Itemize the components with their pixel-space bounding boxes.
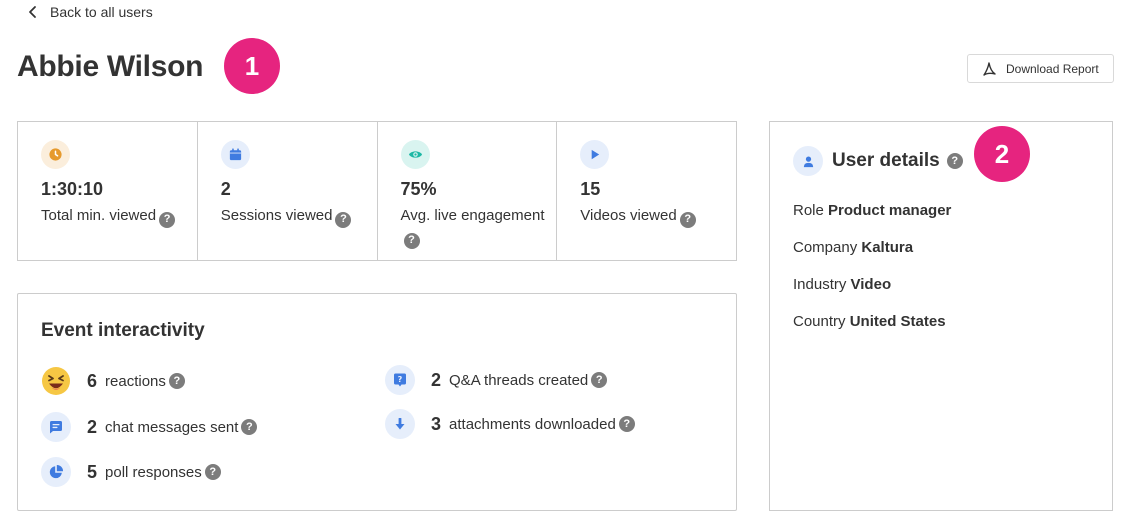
help-icon[interactable]: ? [204,464,221,480]
detail-row-industry: Industry Video [793,276,891,293]
interactivity-label: reactions [105,372,166,390]
stat-value: 15 [580,179,601,199]
back-to-users-link[interactable]: Back to all users [26,4,153,20]
detail-key: Industry [793,276,847,293]
user-details-header: User details ? [793,146,963,176]
detail-value: Video [850,276,892,293]
download-arrow-icon [385,409,415,439]
stat-label: Total min. viewed [41,207,157,224]
interactivity-item-polls: 5 poll responses ? [41,457,221,487]
detail-key: Role [793,202,824,219]
stat-videos: 15 Videos viewed? [557,122,736,260]
stats-panel: 1:30:10 Total min. viewed? 2 Sessions vi… [17,121,737,261]
user-details-title: User details [832,150,940,171]
download-report-label: Download Report [1006,61,1099,76]
annotation-badge-2: 2 [974,126,1030,182]
help-icon[interactable]: ? [591,372,608,388]
stat-value: 1:30:10 [41,179,104,199]
page-title: Abbie Wilson [17,50,204,83]
laughing-emoji-icon [41,366,71,396]
detail-key: Country [793,313,846,330]
pie-chart-icon [41,457,71,487]
detail-value: Product manager [828,202,952,219]
stat-label: Sessions viewed [220,207,333,224]
section-title: Event interactivity [41,320,205,341]
calendar-icon [220,140,250,169]
eye-icon [400,140,430,169]
svg-text:?: ? [398,375,403,384]
interactivity-count: 2 [431,369,442,390]
detail-row-company: Company Kaltura [793,239,913,256]
help-icon[interactable]: ? [159,211,176,228]
detail-value: United States [849,313,946,330]
help-icon[interactable]: ? [168,373,185,389]
interactivity-item-chat: 2 chat messages sent ? [41,412,258,442]
interactivity-count: 3 [431,413,442,434]
interactivity-item-qa: ? 2 Q&A threads created ? [385,365,608,395]
interactivity-count: 6 [87,370,98,391]
help-icon[interactable]: ? [679,211,696,228]
interactivity-count: 2 [87,416,98,437]
stat-value: 75% [400,179,437,199]
question-bubble-icon: ? [385,365,415,395]
interactivity-label: poll responses [105,463,202,481]
stat-value: 2 [220,179,231,199]
interactivity-count: 5 [87,461,98,482]
pdf-icon [983,61,996,76]
annotation-badge-1: 1 [224,38,280,94]
interactivity-label: chat messages sent [105,418,239,436]
detail-row-role: Role Product manager [793,202,951,219]
stat-label: Avg. live engagement [400,207,545,224]
user-icon [793,146,823,176]
help-icon[interactable]: ? [403,232,420,249]
chat-icon [41,412,71,442]
clock-icon [41,140,70,169]
chevron-left-icon [29,6,36,18]
play-icon [580,140,610,169]
help-icon[interactable]: ? [241,419,258,435]
help-icon[interactable]: ? [618,416,635,432]
download-report-button[interactable]: Download Report [967,54,1114,83]
back-link-label: Back to all users [50,4,153,20]
detail-key: Company [793,239,858,256]
interactivity-label: attachments downloaded [449,415,616,433]
interactivity-label: Q&A threads created [449,371,589,389]
interactivity-item-attachments: 3 attachments downloaded ? [385,409,635,439]
help-icon[interactable]: ? [946,153,963,169]
event-interactivity-panel: Event interactivity 6 reactions ? 2 chat… [17,293,737,511]
detail-value: Kaltura [861,239,914,256]
help-icon[interactable]: ? [335,211,352,228]
stat-engagement: 75% Avg. live engagement? [378,122,558,260]
stat-sessions: 2 Sessions viewed? [198,122,378,260]
user-details-panel: User details ? Role Product manager Comp… [769,121,1113,511]
stat-total-minutes: 1:30:10 Total min. viewed? [18,122,198,260]
detail-row-country: Country United States [793,313,946,330]
interactivity-item-reactions: 6 reactions ? [41,366,185,396]
stat-label: Videos viewed [580,207,677,224]
